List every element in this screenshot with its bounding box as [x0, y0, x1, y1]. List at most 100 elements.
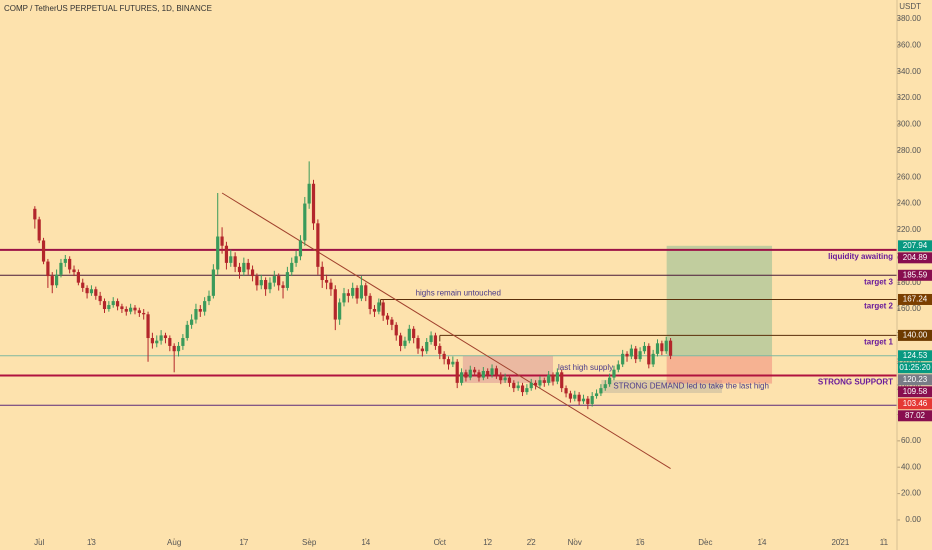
price-badge-bg — [898, 293, 932, 305]
x-tick-label: 12 — [483, 538, 492, 547]
candle-body — [446, 359, 451, 365]
price-badge-text: 124.53 — [903, 351, 928, 360]
candle-body — [503, 377, 507, 381]
price-badge-text: 140.00 — [903, 331, 928, 340]
candle-body — [568, 393, 573, 399]
candle-body — [189, 319, 194, 325]
candle-body — [372, 309, 377, 312]
price-badge: 120.23 — [898, 374, 932, 386]
candle-body — [277, 276, 281, 286]
candle-body — [577, 394, 581, 402]
candle-body — [590, 396, 594, 404]
candle-body — [368, 295, 372, 310]
candle-body — [216, 236, 220, 270]
candle-body — [76, 272, 80, 283]
candle-body — [385, 315, 390, 320]
candle-body — [416, 338, 420, 349]
countdown-badge: 01:25:20 — [898, 362, 932, 374]
candle-body — [311, 183, 316, 224]
candle-body — [668, 340, 673, 356]
candle-body — [246, 262, 250, 270]
candle-body — [551, 374, 555, 382]
candle-body — [547, 374, 551, 383]
x-tick-label: Sep — [302, 538, 317, 547]
y-tick-label: 160.00 — [897, 304, 922, 313]
candle-body — [68, 258, 72, 270]
y-tick-label: 60.00 — [901, 436, 922, 445]
price-badge-text: 204.89 — [903, 253, 928, 262]
level-caption: highs remain untouched — [416, 289, 501, 298]
candle-body — [355, 287, 359, 299]
candle-body — [664, 340, 668, 352]
trend-line — [221, 192, 671, 469]
candle-body — [359, 285, 364, 299]
y-tick-label: 260.00 — [897, 172, 922, 181]
price-badge: 124.53 — [898, 350, 932, 362]
candle-body — [608, 377, 612, 385]
candle-body — [525, 388, 529, 393]
candle-body — [655, 343, 660, 354]
y-tick-label: 0.00 — [905, 515, 921, 524]
candle-body — [146, 314, 150, 339]
candle-body — [120, 306, 124, 310]
candle-body — [137, 310, 141, 313]
candle-body — [364, 285, 368, 296]
y-tick-label: 320.00 — [897, 93, 922, 102]
candle-body — [642, 345, 647, 352]
candle-body — [316, 223, 320, 267]
candle-body — [442, 353, 446, 360]
price-badge-bg — [898, 410, 932, 422]
countdown-badge-bg — [898, 362, 932, 374]
candle-body — [512, 382, 516, 389]
x-tick-label: 14 — [361, 538, 370, 547]
candle-body — [394, 324, 398, 336]
candle-body — [616, 364, 620, 370]
candle-body — [63, 258, 67, 263]
y-tick-label: 120.00 — [897, 357, 922, 366]
candle-body — [390, 319, 394, 325]
candle-body — [37, 219, 41, 241]
price-badge: 185.59 — [898, 269, 932, 281]
candle-body — [159, 335, 163, 341]
price-badge-text: 120.23 — [903, 375, 928, 384]
x-tick-label: 17 — [239, 538, 248, 547]
candle-body — [307, 183, 311, 204]
price-badge-text: 207.94 — [903, 241, 928, 250]
level-note: STRONG SUPPORT — [818, 378, 893, 387]
candle-body — [59, 262, 63, 275]
candle-body — [142, 312, 146, 315]
candle-body — [647, 345, 651, 365]
candle-body — [451, 361, 455, 365]
candle-body — [407, 328, 411, 341]
candle-body — [625, 353, 629, 357]
candle-body — [168, 338, 172, 346]
candle-body — [207, 295, 211, 302]
candle-body — [46, 261, 50, 277]
candle-body — [564, 388, 568, 394]
x-tick-label: 16 — [636, 538, 645, 547]
candle-body — [433, 335, 438, 346]
y-tick-label: 360.00 — [897, 40, 922, 49]
price-badge-text: 87.02 — [905, 411, 926, 420]
y-tick-label: 20.00 — [901, 489, 922, 498]
candle-body — [499, 374, 503, 381]
candle-body — [324, 280, 329, 283]
candle-body — [264, 280, 268, 290]
x-tick-label: Jul — [34, 538, 44, 547]
candle-body — [298, 240, 303, 257]
candle-body — [429, 335, 433, 342]
candle-body — [412, 328, 416, 339]
x-tick-label: Dec — [698, 538, 712, 547]
chart-title: COMP / TetherUS PERPETUAL FUTURES, 1D, B… — [4, 4, 212, 13]
price-badge-text: 185.59 — [903, 270, 928, 279]
candle-body — [381, 302, 385, 316]
y-tick-label: 340.00 — [897, 67, 922, 76]
candle-body — [94, 289, 98, 296]
price-badge: 207.94 — [898, 240, 932, 252]
candle-body — [477, 372, 481, 378]
y-tick-label: 40.00 — [901, 462, 922, 471]
price-badge: 140.00 — [898, 329, 932, 341]
candle-body — [599, 388, 603, 394]
candle-body — [468, 369, 472, 378]
